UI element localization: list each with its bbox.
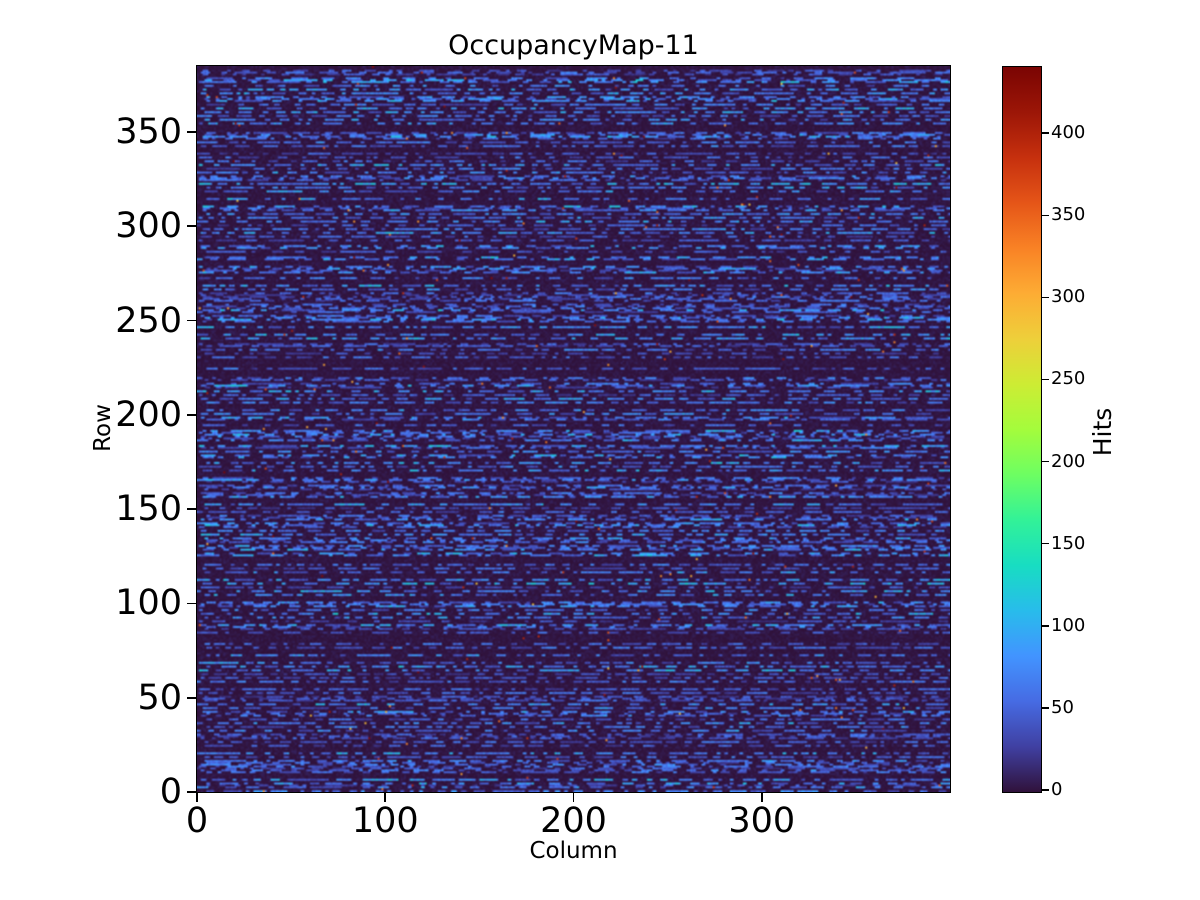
x-tick-label: 300 [728, 801, 796, 841]
colorbar-tick-label: 350 [1051, 204, 1086, 226]
colorbar-tick-mark [1042, 707, 1049, 709]
colorbar-tick-mark [1042, 132, 1049, 134]
y-tick-label: 300 [115, 206, 182, 247]
y-tick-mark [187, 696, 196, 699]
x-tick-mark [384, 793, 387, 802]
colorbar-tick-label: 200 [1051, 450, 1086, 472]
y-tick-label: 250 [115, 300, 182, 341]
y-tick-mark [187, 791, 196, 793]
colorbar-tick-label: 100 [1051, 614, 1086, 636]
colorbar-tick-mark [1042, 296, 1049, 299]
x-tick-mark [572, 793, 575, 802]
x-tick-mark [196, 793, 198, 802]
y-tick-mark [187, 508, 196, 511]
y-tick-mark [187, 225, 196, 228]
chart-title: OccupancyMap-11 [448, 30, 699, 61]
colorbar [1002, 66, 1042, 793]
y-tick-mark [187, 131, 196, 133]
y-tick-label: 150 [115, 489, 182, 530]
x-tick-mark [760, 793, 763, 802]
heatmap-plot-area [196, 65, 951, 793]
colorbar-tick-mark [1042, 460, 1049, 463]
colorbar-tick-mark [1042, 542, 1049, 545]
colorbar-tick-label: 300 [1051, 286, 1086, 308]
y-axis-label: Row [90, 404, 116, 452]
y-tick-mark [187, 602, 196, 605]
colorbar-label: Hits [1088, 407, 1117, 457]
x-axis-label: Column [529, 838, 618, 864]
colorbar-tick-mark [1042, 789, 1049, 791]
y-tick-mark [187, 413, 196, 416]
x-tick-label: 100 [351, 801, 419, 841]
colorbar-tick-label: 400 [1051, 122, 1086, 144]
colorbar-tick-label: 150 [1051, 532, 1086, 554]
x-tick-label: 200 [540, 801, 607, 841]
y-tick-label: 0 [159, 772, 182, 812]
colorbar-tick-label: 0 [1051, 779, 1063, 800]
y-tick-label: 350 [115, 112, 182, 152]
y-tick-mark [187, 319, 196, 322]
heatmap-canvas [197, 66, 950, 792]
x-tick-label: 0 [185, 801, 209, 841]
colorbar-tick-label: 250 [1051, 368, 1086, 390]
y-tick-label: 100 [115, 583, 182, 624]
colorbar-tick-mark [1042, 625, 1049, 627]
y-tick-label: 200 [115, 394, 182, 435]
colorbar-tick-mark [1042, 378, 1049, 381]
colorbar-tick-label: 50 [1051, 696, 1074, 718]
y-tick-label: 50 [137, 677, 182, 718]
colorbar-tick-mark [1042, 214, 1049, 217]
